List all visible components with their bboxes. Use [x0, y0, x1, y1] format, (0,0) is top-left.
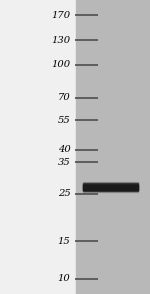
Text: 15: 15: [58, 237, 70, 245]
Bar: [82, 183, 138, 191]
Bar: [82, 185, 138, 190]
Text: 55: 55: [58, 116, 70, 125]
Text: 130: 130: [51, 36, 70, 45]
Text: 25: 25: [58, 189, 70, 198]
Text: 40: 40: [58, 145, 70, 154]
Bar: [0, 0, 76, 294]
Bar: [84, 186, 136, 189]
Text: 70: 70: [58, 93, 70, 102]
Bar: [76, 0, 150, 294]
Text: 35: 35: [58, 158, 70, 167]
Bar: [82, 183, 138, 191]
Text: 100: 100: [51, 60, 70, 69]
Bar: [82, 182, 138, 192]
Text: 10: 10: [58, 274, 70, 283]
Text: 170: 170: [51, 11, 70, 20]
Bar: [82, 184, 138, 190]
